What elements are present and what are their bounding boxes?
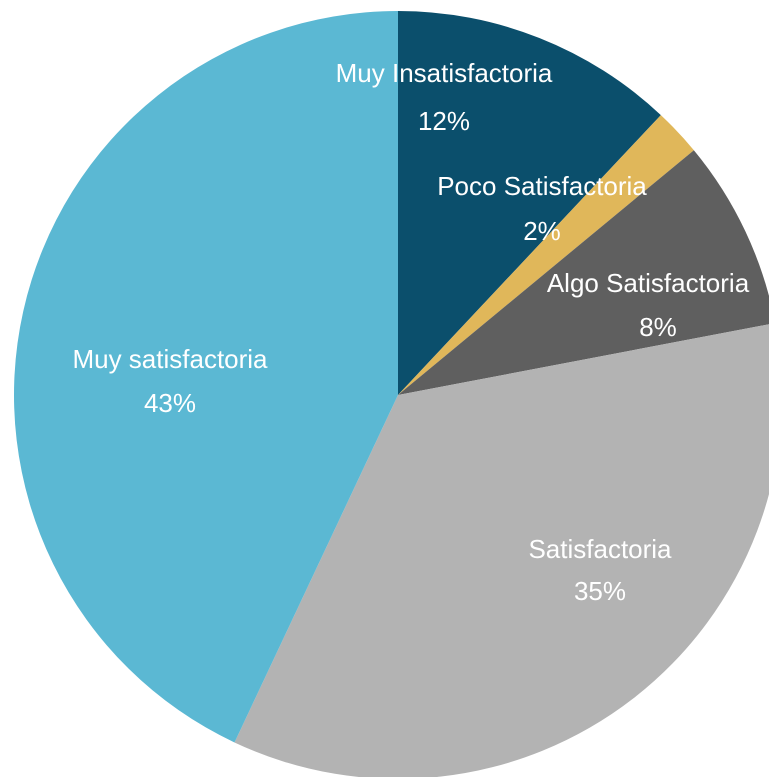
pie-slice-algo-satisfactoria bbox=[398, 150, 769, 395]
slice-percent-label: 43% bbox=[144, 388, 196, 418]
pie-slice-poco-satisfactoria bbox=[398, 115, 694, 395]
slice-category-label: Algo Satisfactoria bbox=[547, 268, 750, 298]
pie-slice-satisfactoria bbox=[234, 324, 769, 777]
pie-slice-muy-satisfactoria bbox=[14, 11, 399, 743]
pie-slices bbox=[14, 11, 769, 777]
slice-category-label: Poco Satisfactoria bbox=[437, 171, 647, 201]
slice-percent-label: 12% bbox=[418, 106, 470, 136]
slice-category-label: Muy Insatisfactoria bbox=[336, 58, 553, 88]
slice-percent-label: 2% bbox=[523, 216, 561, 246]
slice-percent-label: 8% bbox=[639, 312, 677, 342]
slice-category-label: Muy satisfactoria bbox=[72, 344, 268, 374]
pie-slice-muy-insatisfactoria bbox=[398, 11, 661, 395]
pie-data-labels: Muy Insatisfactoria 12% Poco Satisfactoria… bbox=[72, 58, 749, 606]
slice-percent-label: 35% bbox=[574, 576, 626, 606]
slice-category-label: Satisfactoria bbox=[528, 534, 672, 564]
